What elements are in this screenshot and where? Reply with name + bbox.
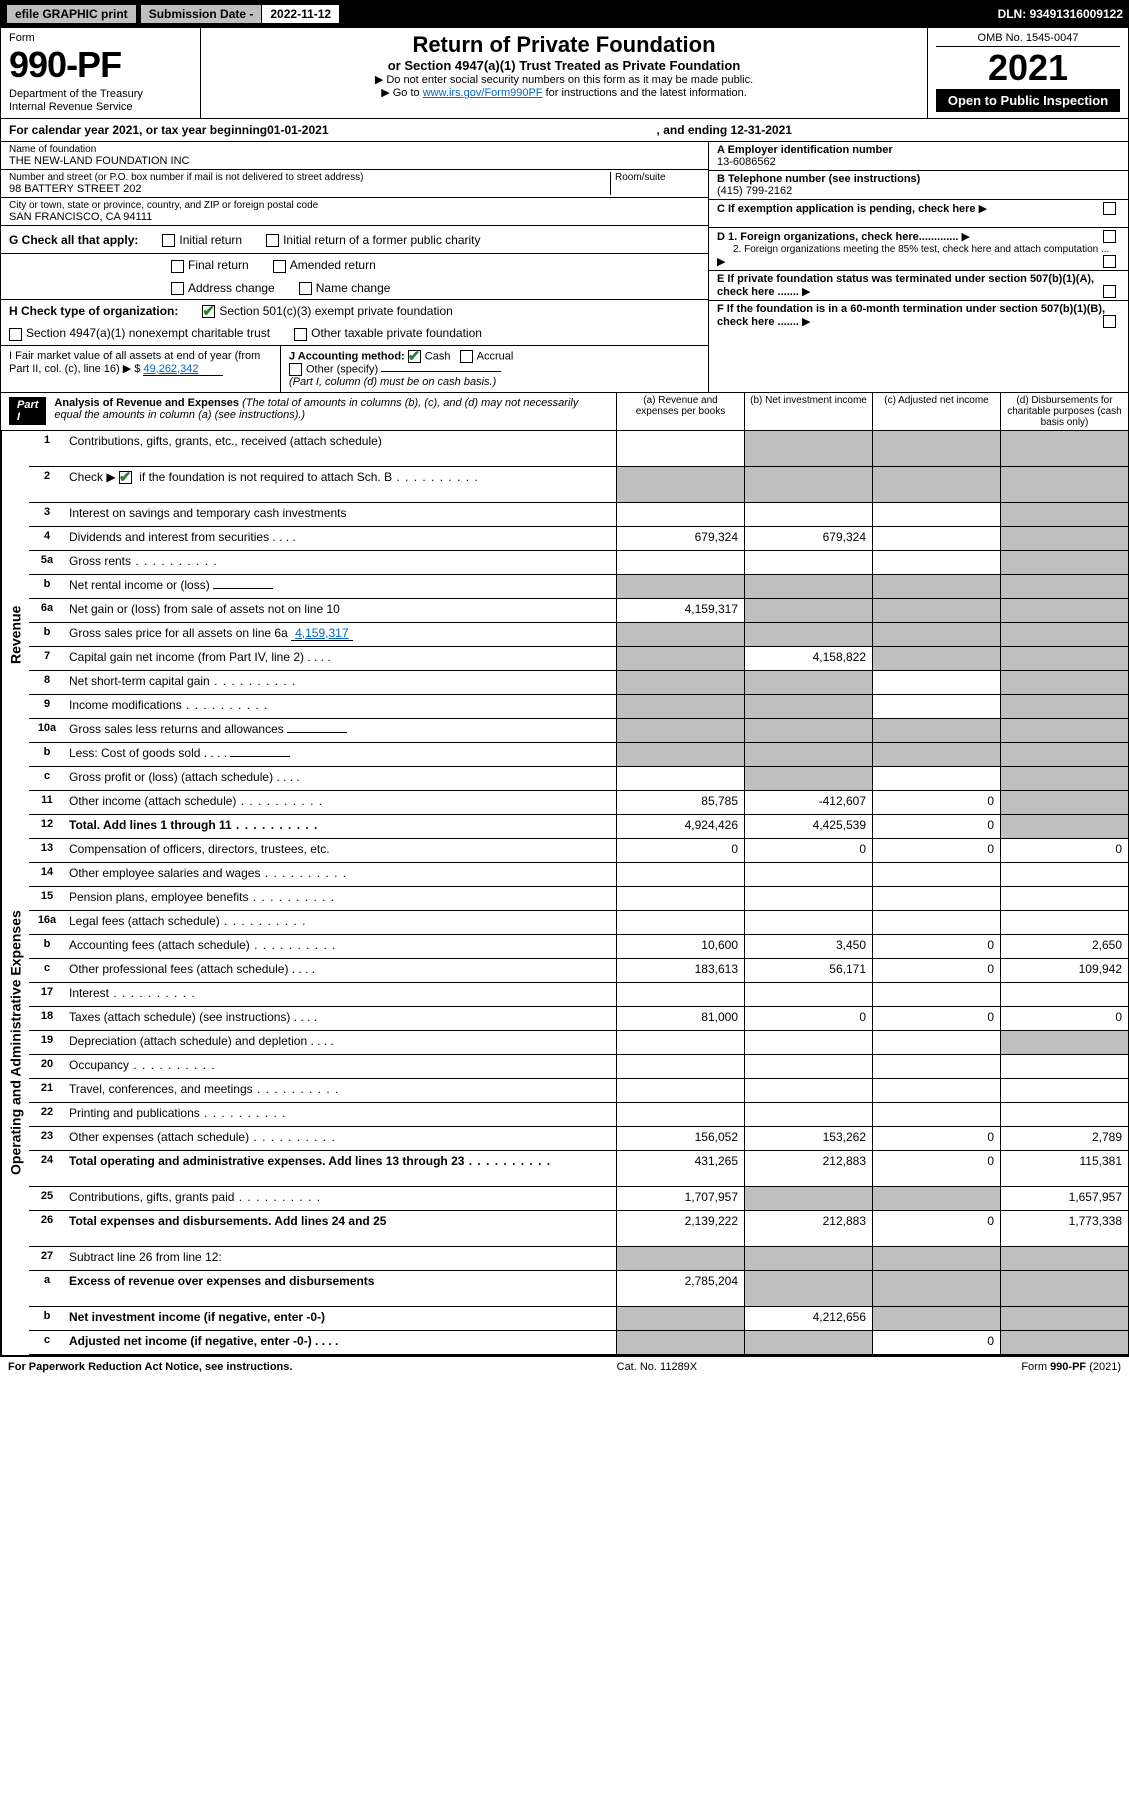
note-ssn: ▶ Do not enter social security numbers o… [209,73,919,86]
other-method-checkbox[interactable] [289,363,302,376]
ein: 13-6086562 [717,156,776,168]
efile-print-button[interactable]: efile GRAPHIC print [6,4,137,24]
ein-label: A Employer identification number [717,144,893,156]
j-note: (Part I, column (d) must be on cash basi… [289,376,496,388]
open-public-badge: Open to Public Inspection [936,89,1120,112]
j-label: J Accounting method: [289,350,405,362]
footer-left: For Paperwork Reduction Act Notice, see … [8,1361,292,1373]
cash-checkbox[interactable] [408,350,421,363]
fmv-link[interactable]: 49,262,342 [143,363,223,376]
form-header: Form 990-PF Department of the Treasury I… [0,28,1129,119]
dln: DLN: 93491316009122 [998,7,1123,21]
d2-label: 2. Foreign organizations meeting the 85%… [717,244,1109,255]
address-change-checkbox[interactable] [171,282,184,295]
part1-header: Part I Analysis of Revenue and Expenses … [0,393,1129,431]
f-label: F If the foundation is in a 60-month ter… [717,303,1105,328]
note-link: ▶ Go to www.irs.gov/Form990PF for instru… [209,86,919,99]
addr-label: Number and street (or P.O. box number if… [9,172,610,183]
form-label: Form [9,32,192,44]
foundation-name: THE NEW-LAND FOUNDATION INC [9,155,700,167]
schb-checkbox[interactable] [119,471,132,484]
name-change-checkbox[interactable] [299,282,312,295]
4947-checkbox[interactable] [9,328,22,341]
footer: For Paperwork Reduction Act Notice, see … [0,1356,1129,1377]
col-d-head: (d) Disbursements for charitable purpose… [1000,393,1128,430]
other-taxable-checkbox[interactable] [294,328,307,341]
form-subtitle: or Section 4947(a)(1) Trust Treated as P… [209,58,919,73]
col-c-head: (c) Adjusted net income [872,393,1000,430]
c-checkbox[interactable] [1103,202,1116,215]
h-label: H Check type of organization: [9,304,178,318]
net-section: 27Subtract line 26 from line 12: aExcess… [0,1247,1129,1356]
name-label: Name of foundation [9,144,700,155]
room-label: Room/suite [615,172,700,183]
part1-title: Analysis of Revenue and Expenses [54,397,239,409]
col-b-head: (b) Net investment income [744,393,872,430]
e-label: E If private foundation status was termi… [717,273,1094,298]
accrual-checkbox[interactable] [460,350,473,363]
col-a-head: (a) Revenue and expenses per books [616,393,744,430]
form-title: Return of Private Foundation [209,32,919,58]
501c3-checkbox[interactable] [202,305,215,318]
form-number: 990-PF [9,44,192,86]
footer-right: Form 990-PF (2021) [1021,1361,1121,1373]
c-label: C If exemption application is pending, c… [717,203,976,215]
g-label: G Check all that apply: [9,233,138,247]
footer-mid: Cat. No. 11289X [617,1361,698,1373]
amended-return-checkbox[interactable] [273,260,286,273]
top-bar: efile GRAPHIC print Submission Date - 20… [0,0,1129,28]
instructions-link[interactable]: www.irs.gov/Form990PF [423,87,543,99]
revenue-label: Revenue [1,431,29,839]
initial-public-checkbox[interactable] [266,234,279,247]
e-checkbox[interactable] [1103,285,1116,298]
omb-number: OMB No. 1545-0047 [936,32,1120,47]
tax-year: 2021 [936,47,1120,89]
initial-return-checkbox[interactable] [162,234,175,247]
d2-checkbox[interactable] [1103,255,1116,268]
entity-info: Name of foundation THE NEW-LAND FOUNDATI… [0,142,1129,392]
line6a-link[interactable]: 4,159,317 [291,626,352,641]
department: Department of the Treasury Internal Reve… [9,88,192,114]
f-checkbox[interactable] [1103,315,1116,328]
revenue-section: Revenue 1Contributions, gifts, grants, e… [0,431,1129,839]
submission-date-label: Submission Date - [141,5,262,23]
city: SAN FRANCISCO, CA 94111 [9,211,700,223]
d1-checkbox[interactable] [1103,230,1116,243]
submission-date: 2022-11-12 [261,4,340,24]
d1-label: D 1. Foreign organizations, check here..… [717,231,958,243]
telephone: (415) 799-2162 [717,185,792,197]
address: 98 BATTERY STREET 202 [9,183,610,195]
part1-label: Part I [9,397,46,425]
final-return-checkbox[interactable] [171,260,184,273]
calendar-year-row: For calendar year 2021, or tax year begi… [0,119,1129,142]
city-label: City or town, state or province, country… [9,200,700,211]
expenses-section: Operating and Administrative Expenses 13… [0,839,1129,1247]
tel-label: B Telephone number (see instructions) [717,173,920,185]
opex-label: Operating and Administrative Expenses [1,839,29,1247]
